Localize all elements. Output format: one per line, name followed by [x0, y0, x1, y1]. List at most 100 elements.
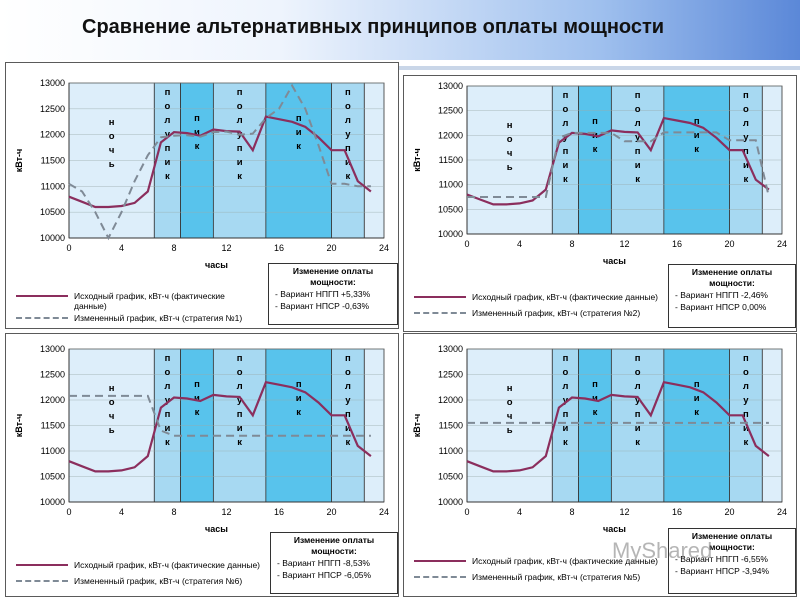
- y-tick-label: 11500: [41, 156, 65, 166]
- y-tick-label: 13000: [40, 344, 65, 354]
- legend-swatch-dashed: [16, 317, 68, 319]
- payment-change-line: - Вариант НПГП -2,46%: [675, 290, 768, 300]
- y-tick-label: 10000: [40, 233, 65, 243]
- y-tick-label: 13000: [438, 81, 463, 91]
- x-axis-label: часы: [205, 260, 228, 270]
- legend-item-changed: Измененный график, кВт-ч (стратегия №5): [414, 572, 640, 582]
- y-tick-label: 12000: [40, 130, 65, 140]
- watermark: MyShared: [612, 538, 713, 563]
- chart-panel-1: 10000 10500 11000 11500 12000 12500 13000 0 4 8 12…: [5, 62, 399, 329]
- x-tick-label: 20: [326, 507, 336, 517]
- changed-series-line: [467, 131, 770, 198]
- legend-label-original: Исходный график, кВт-ч (фактические данн…: [472, 556, 658, 566]
- y-tick-label: 11500: [439, 421, 463, 431]
- x-tick-label: 16: [274, 243, 284, 253]
- x-tick-label: 8: [569, 507, 574, 517]
- legend-label-original: Исходный график, кВт-ч (фактические данн…: [74, 560, 260, 570]
- x-tick-label: 24: [379, 507, 389, 517]
- payment-change-box: Изменение оплаты мощности: - Вариант НПГП…: [268, 263, 398, 325]
- payment-change-line: - Вариант НПГП -8,53%: [277, 558, 370, 568]
- payment-change-title: Изменение оплаты мощности:: [691, 267, 773, 288]
- x-tick-label: 12: [619, 507, 629, 517]
- y-tick-label: 11500: [439, 155, 463, 165]
- x-axis-label: часы: [603, 524, 626, 534]
- chart-svg: 10000 10500 11000 11500 12000 12500 13000 0 4 8 12…: [412, 81, 787, 266]
- y-tick-label: 10000: [438, 497, 463, 507]
- y-tick-label: 11000: [41, 181, 65, 191]
- x-tick-label: 8: [171, 507, 176, 517]
- y-axis-label: кВт-ч: [412, 414, 422, 438]
- x-axis-label: часы: [205, 524, 228, 534]
- legend-item-original: Исходный график, кВт-ч (фактические данн…: [16, 560, 260, 570]
- title-bar: [0, 0, 800, 60]
- x-tick-label: 0: [66, 507, 71, 517]
- legend-item-original: Исходный график, кВт-ч (фактические данн…: [414, 292, 658, 302]
- x-tick-label: 16: [672, 239, 682, 249]
- y-tick-label: 13000: [40, 78, 65, 88]
- legend-swatch-solid: [16, 295, 68, 297]
- x-tick-label: 4: [119, 243, 124, 253]
- original-series-line: [68, 115, 372, 209]
- chart-svg: 10000 10500 11000 11500 12000 12500 13000 0 4 8 12…: [14, 344, 389, 534]
- header-divider: [70, 66, 800, 70]
- changed-series-line: [69, 394, 371, 437]
- y-tick-label: 11000: [41, 446, 65, 456]
- y-tick-label: 11000: [439, 180, 463, 190]
- page-title: Сравнение альтернативных принципов оплат…: [82, 16, 665, 38]
- y-axis-label: кВт-ч: [14, 149, 24, 173]
- x-tick-label: 16: [672, 507, 682, 517]
- x-tick-label: 8: [569, 239, 574, 249]
- payment-change-box: Изменение оплаты мощности: - Вариант НПГП…: [668, 528, 796, 594]
- legend-label-original: Исходный график, кВт-ч (фактические данн…: [472, 292, 658, 302]
- legend-label-changed: Измененный график, кВт-ч (стратегия №6): [74, 576, 243, 586]
- legend-swatch-dashed: [414, 312, 466, 314]
- y-tick-label: 10500: [438, 204, 463, 214]
- legend-item-changed: Измененный график, кВт-ч (стратегия №6): [16, 576, 242, 586]
- y-tick-label: 10000: [438, 229, 463, 239]
- legend-swatch-solid: [414, 560, 466, 562]
- payment-change-box: Изменение оплаты мощности: - Вариант НПГП…: [668, 264, 796, 328]
- legend-label-original: Исходный график, кВт-ч (фактические: [74, 291, 225, 301]
- y-axis-label: кВт-ч: [14, 414, 24, 438]
- y-tick-label: 12000: [40, 395, 65, 405]
- legend-label-changed: Измененный график, кВт-ч (стратегия №2): [472, 308, 641, 318]
- x-tick-label: 0: [66, 243, 71, 253]
- x-tick-label: 20: [326, 243, 336, 253]
- chart-svg: 10000 10500 11000 11500 12000 12500 13000 0 4 8 12…: [412, 344, 787, 534]
- legend-label-changed: Измененный график, кВт-ч (стратегия №5): [472, 572, 641, 582]
- y-tick-label: 12500: [438, 370, 463, 380]
- legend-swatch-dashed: [16, 580, 68, 582]
- x-tick-label: 12: [619, 239, 629, 249]
- legend-item-changed: Измененный график, кВт-ч (стратегия №1): [16, 313, 242, 323]
- y-tick-label: 10500: [438, 472, 463, 482]
- payment-change-box: Изменение оплаты мощности: - Вариант НПГП…: [270, 532, 398, 594]
- payment-change-line: - Вариант НПСР 0,00%: [675, 302, 767, 312]
- original-series-line: [68, 380, 372, 473]
- x-tick-label: 0: [464, 507, 469, 517]
- original-series-line: [466, 116, 770, 206]
- y-tick-label: 11500: [41, 421, 65, 431]
- legend-label-changed: Измененный график, кВт-ч (стратегия №1): [74, 313, 243, 323]
- legend-item-original: Исходный график, кВт-ч (фактические: [16, 291, 225, 301]
- chart-svg: 10000 10500 11000 11500 12000 12500 13000 0 4 8 12…: [14, 78, 389, 270]
- x-tick-label: 16: [274, 507, 284, 517]
- y-tick-label: 12500: [40, 104, 65, 114]
- y-tick-label: 10500: [40, 207, 65, 217]
- chart-panel-4: 10000 10500 11000 11500 12000 12500 13000 0 4 8 12…: [403, 333, 797, 597]
